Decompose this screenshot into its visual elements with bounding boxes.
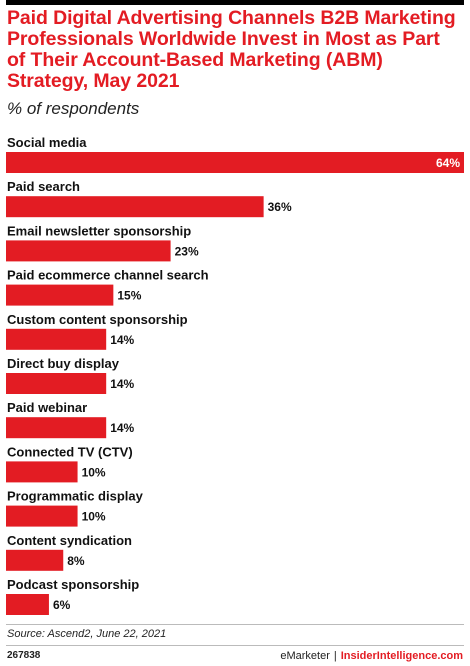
chart-id: 267838	[7, 650, 41, 661]
value-label: 36%	[268, 200, 292, 214]
category-label: Content syndication	[7, 533, 132, 548]
bar	[6, 461, 78, 483]
value-label: 10%	[82, 465, 106, 479]
bar	[6, 196, 264, 218]
brand-emarketer: eMarketer	[280, 650, 330, 662]
category-label: Podcast sponsorship	[7, 577, 139, 592]
brand-insider-intelligence[interactable]: InsiderIntelligence.com	[340, 650, 463, 662]
value-label: 8%	[67, 554, 85, 568]
bar	[6, 373, 107, 394]
category-label: Direct buy display	[7, 356, 120, 371]
chart-subtitle: % of respondents	[7, 99, 140, 118]
value-label: 6%	[53, 598, 71, 612]
source-divider	[6, 624, 464, 625]
category-label: Paid ecommerce channel search	[7, 268, 209, 283]
bars-group: Social media 64% Paid search 36% Email newsl…	[6, 135, 464, 615]
bar	[6, 549, 64, 571]
category-label: Paid search	[7, 179, 80, 194]
top-rule	[6, 0, 464, 5]
value-label: 14%	[110, 377, 134, 391]
category-label: Paid webinar	[7, 400, 87, 415]
chart-title: Paid Digital Advertising Channels B2B Ma…	[7, 7, 456, 92]
bar	[6, 152, 464, 173]
bar	[6, 417, 107, 439]
source-note: Source: Ascend2, June 22, 2021	[7, 628, 167, 640]
value-label: 64%	[436, 156, 460, 170]
category-label: Social media	[7, 135, 87, 150]
category-label: Connected TV (CTV)	[7, 444, 133, 459]
value-label: 15%	[117, 289, 141, 303]
bar	[6, 328, 107, 350]
bar	[6, 284, 114, 306]
value-label: 10%	[82, 510, 106, 524]
bar	[6, 240, 171, 262]
brand-separator: |	[333, 650, 337, 662]
value-label: 14%	[110, 421, 134, 435]
category-label: Email newsletter sponsorship	[7, 223, 191, 238]
category-label: Custom content sponsorship	[7, 312, 188, 327]
bar	[6, 505, 78, 527]
value-label: 23%	[175, 244, 199, 258]
category-label: Programmatic display	[7, 489, 144, 504]
bar	[6, 594, 49, 615]
brand-footer: eMarketer | InsiderIntelligence.com	[280, 650, 463, 662]
footer-divider	[6, 645, 464, 646]
value-label: 14%	[110, 333, 134, 347]
